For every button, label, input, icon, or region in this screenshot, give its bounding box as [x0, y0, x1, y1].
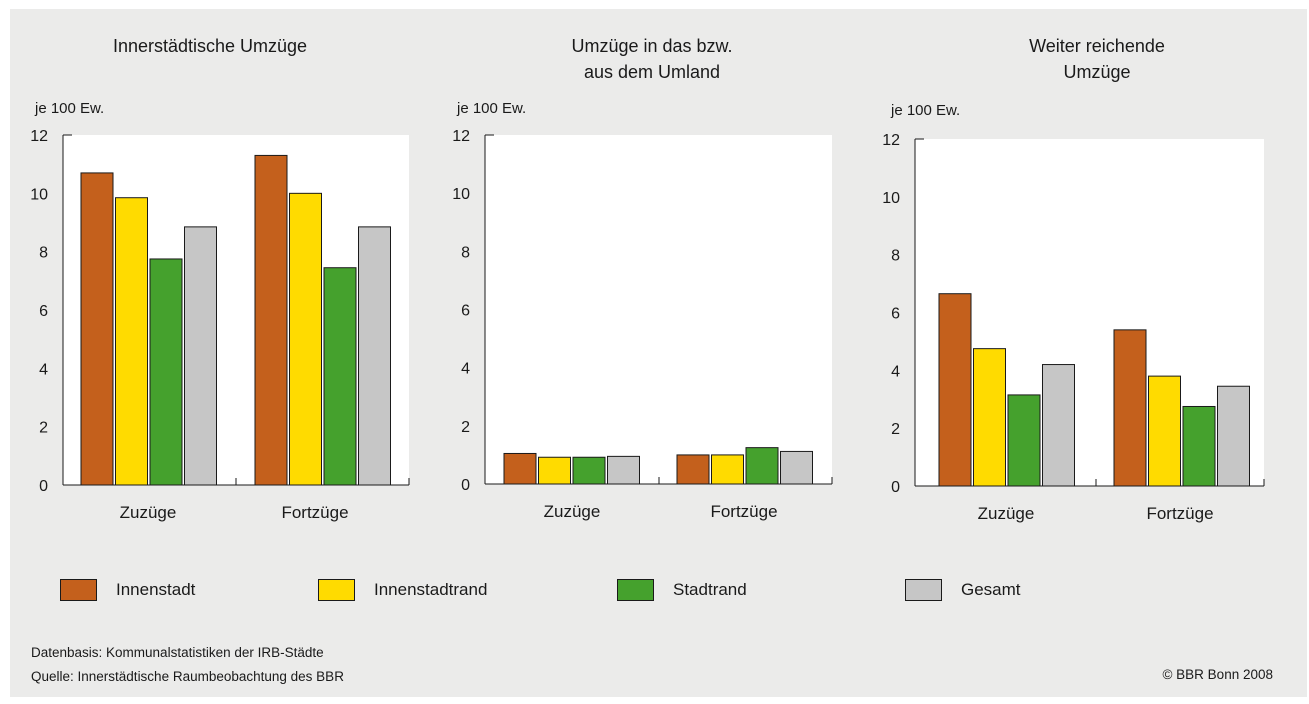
- chart-2-bar-stadtrand-fortzüge: [745, 447, 779, 485]
- chart-2-bar-innenstadt-fortzüge: [676, 454, 710, 485]
- chart-2-category-label-fortzüge: Fortzüge: [710, 502, 777, 521]
- chart-1-y-tick-label-12: 12: [30, 128, 48, 145]
- chart-2-category-label-zuzüge: Zuzüge: [544, 502, 601, 521]
- chart-3-y-tick-label-10: 10: [882, 190, 900, 207]
- chart-3-title-line-2: Umzüge: [1063, 62, 1130, 82]
- chart-1-y-tick-label-0: 0: [39, 478, 48, 495]
- chart-1-bar-innenstadtrand-zuzüge: [115, 197, 148, 486]
- chart-2-y-tick-label-2: 2: [461, 419, 470, 436]
- chart-2-y-tick-label-4: 4: [461, 361, 470, 378]
- chart-1-bar-gesamt-zuzüge: [184, 226, 217, 486]
- chart-1-y-tick-label-4: 4: [39, 361, 48, 378]
- chart-1-y-tick-label-2: 2: [39, 420, 48, 437]
- chart-1-bar-innenstadtrand-fortzüge: [289, 192, 322, 486]
- chart-2-bar-gesamt-fortzüge: [780, 450, 813, 485]
- legend-label-stadtrand: Stadtrand: [673, 580, 747, 599]
- chart-3-y-axis-label: je 100 Ew.: [890, 102, 960, 119]
- chart-2-y-tick-label-6: 6: [461, 303, 470, 320]
- chart-2-y-axis-label: je 100 Ew.: [456, 100, 526, 117]
- chart-1-plot-area: [63, 135, 409, 485]
- chart-1-category-label-fortzüge: Fortzüge: [281, 503, 348, 522]
- legend-label-gesamt: Gesamt: [961, 580, 1021, 599]
- chart-1-bar-innenstadt-zuzüge: [80, 172, 114, 486]
- chart-2-bar-innenstadt-zuzüge: [503, 452, 537, 485]
- chart-1-bar-stadtrand-fortzüge: [323, 267, 357, 486]
- chart-2-y-tick-label-12: 12: [452, 128, 470, 145]
- chart-2-bar-stadtrand-zuzüge: [572, 456, 606, 485]
- source-datenbasis: Datenbasis: Kommunalstatistiken der IRB-…: [31, 645, 324, 660]
- legend-swatch-innenstadt: [60, 579, 97, 601]
- legend-item-innenstadtrand: Innenstadtrand: [318, 578, 487, 602]
- chart-1-bar-stadtrand-zuzüge: [149, 258, 183, 486]
- chart-1-y-tick-label-8: 8: [39, 245, 48, 262]
- chart-2-y-tick-label-8: 8: [461, 244, 470, 261]
- chart-3-bar-innenstadtrand-fortzüge: [1148, 375, 1181, 487]
- chart-1-y-tick-label-6: 6: [39, 303, 48, 320]
- chart-3-y-tick-label-6: 6: [891, 306, 900, 323]
- chart-2-y-tick-label-0: 0: [461, 477, 470, 494]
- chart-2-bar-innenstadtrand-zuzüge: [538, 456, 571, 485]
- chart-3-y-tick-label-4: 4: [891, 363, 900, 380]
- chart-2-plot-area: [485, 135, 832, 484]
- chart-2-title-line-2: aus dem Umland: [584, 62, 720, 82]
- chart-3-bar-innenstadt-fortzüge: [1113, 329, 1147, 487]
- chart-3-y-tick-label-12: 12: [882, 132, 900, 149]
- chart-1-title-line-1: Innerstädtische Umzüge: [113, 36, 307, 56]
- chart-3-y-tick-label-0: 0: [891, 479, 900, 496]
- chart-2-bar-innenstadtrand-fortzüge: [711, 454, 744, 485]
- chart-3-title-line-1: Weiter reichende: [1029, 36, 1165, 56]
- chart-3-bar-innenstadt-zuzüge: [938, 293, 972, 487]
- chart-3-bar-stadtrand-zuzüge: [1007, 394, 1041, 487]
- chart-1-y-tick-label-10: 10: [30, 186, 48, 203]
- chart-3-y-tick-label-8: 8: [891, 248, 900, 265]
- chart-1-category-label-zuzüge: Zuzüge: [120, 503, 177, 522]
- legend-item-stadtrand: Stadtrand: [617, 578, 747, 602]
- chart-3-category-label-zuzüge: Zuzüge: [978, 504, 1035, 523]
- chart-1-bar-gesamt-fortzüge: [358, 226, 391, 486]
- legend-item-innenstadt: Innenstadt: [60, 578, 195, 602]
- chart-3-y-tick-label-2: 2: [891, 421, 900, 438]
- chart-2-title-line-1: Umzüge in das bzw.: [571, 36, 732, 56]
- chart-1-y-axis-label: je 100 Ew.: [34, 100, 104, 117]
- legend-swatch-gesamt: [905, 579, 942, 601]
- legend-swatch-innenstadtrand: [318, 579, 355, 601]
- chart-3-bar-gesamt-zuzüge: [1042, 364, 1075, 487]
- chart-3-bar-gesamt-fortzüge: [1217, 385, 1250, 487]
- source-quelle: Quelle: Innerstädtische Raumbeobachtung …: [31, 669, 344, 684]
- copyright-notice: © BBR Bonn 2008: [1162, 667, 1273, 682]
- legend-item-gesamt: Gesamt: [905, 578, 1021, 602]
- chart-2-y-tick-label-10: 10: [452, 186, 470, 203]
- legend-swatch-stadtrand: [617, 579, 654, 601]
- chart-3-bar-innenstadtrand-zuzüge: [973, 348, 1006, 487]
- chart-1-bar-innenstadt-fortzüge: [254, 154, 288, 486]
- legend-label-innenstadtrand: Innenstadtrand: [374, 580, 488, 599]
- legend-label-innenstadt: Innenstadt: [116, 580, 196, 599]
- chart-2-bar-gesamt-zuzüge: [607, 455, 640, 485]
- chart-3-bar-stadtrand-fortzüge: [1182, 405, 1216, 487]
- chart-3-category-label-fortzüge: Fortzüge: [1146, 504, 1213, 523]
